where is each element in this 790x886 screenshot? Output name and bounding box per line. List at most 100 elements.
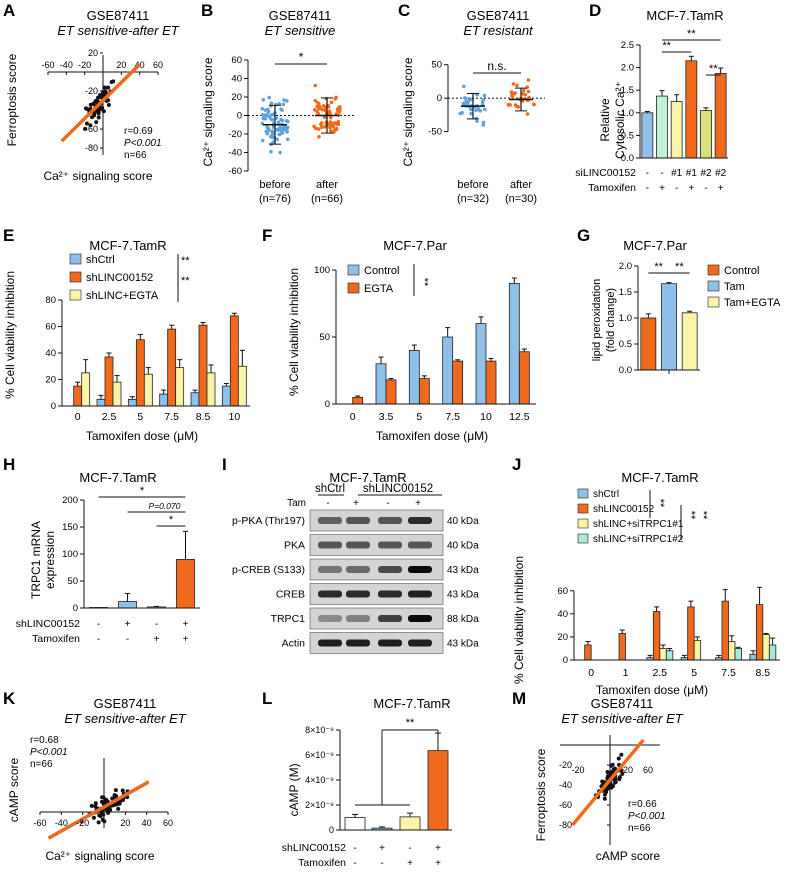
panel-I-band xyxy=(378,517,402,524)
panel-J-y-tick-label: 60 xyxy=(557,586,568,597)
panel-I-band xyxy=(408,615,432,622)
panel-F-bar xyxy=(418,378,430,405)
panel-G-legend-label: Tam xyxy=(724,281,745,293)
panel-letter-M: M xyxy=(512,689,526,708)
panel-M-stat-n: n=66 xyxy=(628,823,651,834)
panel-H-row2-value: + xyxy=(183,634,189,645)
panel-D-row2-value: - xyxy=(646,183,649,194)
panel-C-point xyxy=(520,92,525,96)
panel-H-row1-value: + xyxy=(125,619,131,630)
panel-I-kda-label: 88 kDa xyxy=(447,614,479,625)
panel-I-band xyxy=(378,615,402,622)
K-point xyxy=(117,801,122,806)
panel-C-point xyxy=(461,101,466,106)
panel-B-point xyxy=(280,108,284,112)
panel-letter-C: C xyxy=(398,1,410,20)
panel-B-point xyxy=(276,120,281,125)
panel-E-legend-label: shLINC00152 xyxy=(86,272,153,284)
panel-J-ylabel: % Cell viability inhibition xyxy=(512,556,526,684)
panel-B-point xyxy=(280,131,285,135)
panel-E-legend-swatch xyxy=(69,271,82,283)
M-point xyxy=(616,756,621,761)
panel-D-row2-label: Tamoxifen xyxy=(588,182,636,194)
panel-L-row1-value: - xyxy=(353,843,356,854)
panel-B-point xyxy=(328,125,332,130)
panel-L-y-tick-label: 6×10⁻⁹ xyxy=(305,750,334,760)
panel-G-sig: ** xyxy=(675,261,684,273)
panel-D-sig: ** xyxy=(662,40,671,52)
panel-B-point xyxy=(279,117,283,122)
panel-B-point xyxy=(323,108,327,113)
panel-F-xlabel: Tamoxifen dose (μM) xyxy=(376,429,488,443)
panel-J-legend-swatch xyxy=(577,503,589,514)
panel-H-sig-p: P=0.070 xyxy=(149,501,181,511)
panel-M-y-tick-label: -60 xyxy=(559,800,572,810)
panel-I-kda-label: 43 kDa xyxy=(447,639,479,650)
panel-I-band xyxy=(318,615,342,622)
panel-D-y-tick-label: 0.0 xyxy=(621,153,634,164)
panel-B-point xyxy=(275,128,280,132)
panel-D-y-tick-label: 0.5 xyxy=(621,130,634,141)
panel-B-group-label: after xyxy=(316,179,338,191)
panel-E-x-tick-label: 10 xyxy=(228,411,240,423)
panel-B-point xyxy=(338,104,342,109)
panel-E-bar xyxy=(175,367,185,407)
panel-B-point xyxy=(328,120,333,124)
panel-B-point xyxy=(323,105,328,109)
K-point xyxy=(99,799,104,804)
panel-F-y-tick-label: 50 xyxy=(319,332,330,343)
panel-G-legend-swatch xyxy=(707,296,720,308)
panel-letter-E: E xyxy=(3,226,14,245)
panel-H-sig: * xyxy=(140,485,145,497)
panel-G-bar xyxy=(681,312,698,371)
A-point xyxy=(106,85,111,90)
panel-B-y-tick-label: 40 xyxy=(231,74,242,85)
panel-I: MCF-7.TamR shCtrl shLINC00152 Tam - + - + p-PKA… xyxy=(232,470,479,654)
panel-C-point xyxy=(462,84,466,89)
panel-B: GSE87411 ET sensitive Ca²⁺ signaling sco… xyxy=(201,8,355,205)
K-point xyxy=(120,788,125,793)
panel-H-y-tick-label: 50 xyxy=(67,576,78,587)
panel-B-point xyxy=(328,115,333,120)
panel-J-bar xyxy=(755,604,764,661)
panel-B-point xyxy=(271,140,275,145)
panel-B-point xyxy=(277,132,282,137)
panel-B-y-tick-label: -60 xyxy=(228,166,242,177)
panel-I-tam-value: + xyxy=(415,498,421,509)
A-point xyxy=(111,79,116,84)
panel-E-y-tick-label: 0 xyxy=(51,401,56,412)
panel-E-bar xyxy=(135,339,145,407)
panel-B-point xyxy=(270,117,275,122)
A-point xyxy=(89,115,94,120)
M-point xyxy=(609,770,614,775)
panel-I-kda-label: 43 kDa xyxy=(447,565,479,576)
panel-M-x-tick-label: 20 xyxy=(623,765,633,775)
panel-A-title: GSE87411 xyxy=(87,8,150,23)
panel-E-bar xyxy=(104,356,114,407)
panel-letter-D: D xyxy=(589,1,601,20)
panel-D-sig: ** xyxy=(709,63,718,75)
panel-J-bar xyxy=(728,641,736,661)
panel-E-sig: ** xyxy=(181,255,190,267)
panel-I-band xyxy=(346,615,370,622)
panel-C-point xyxy=(482,93,487,98)
K-point xyxy=(113,788,118,793)
panel-B-point xyxy=(329,128,333,133)
panel-A-xlabel: Ca²⁺ signaling score xyxy=(43,169,152,183)
A-y-tick-label: -80 xyxy=(85,143,98,153)
panel-L-bar xyxy=(427,750,449,831)
panel-B-point xyxy=(314,126,318,131)
panel-B-point xyxy=(265,125,269,130)
panel-C-y-tick-label: -50 xyxy=(428,127,442,138)
panel-D-row1-value: #2 xyxy=(715,168,727,179)
A-x-tick-label: 20 xyxy=(116,60,126,70)
panel-H-ylabel-line2: expression xyxy=(43,531,57,589)
panel-E-y-tick-label: 60 xyxy=(45,322,56,333)
panel-M-y-tick-label: -20 xyxy=(559,760,572,770)
panel-J-x-tick-label: 5 xyxy=(691,667,697,679)
panel-B-group-label: before xyxy=(259,179,290,191)
K-fit-line xyxy=(47,780,150,840)
panel-E-legend-swatch xyxy=(69,253,82,265)
panel-H-row1-value: + xyxy=(183,619,189,630)
panel-H-y-tick-label: 0 xyxy=(73,603,78,614)
